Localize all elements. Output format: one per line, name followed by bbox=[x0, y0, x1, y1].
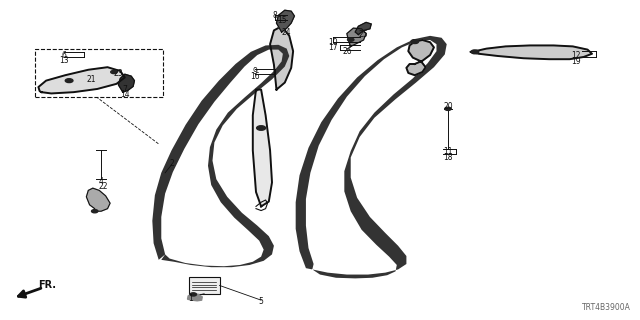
Polygon shape bbox=[470, 45, 592, 59]
Text: 9: 9 bbox=[252, 67, 257, 76]
Circle shape bbox=[190, 293, 196, 296]
Text: 19: 19 bbox=[571, 57, 581, 66]
Text: 15: 15 bbox=[276, 16, 287, 25]
Circle shape bbox=[111, 70, 117, 74]
Text: 17: 17 bbox=[328, 44, 338, 52]
Text: 12: 12 bbox=[572, 52, 580, 60]
Polygon shape bbox=[276, 10, 294, 32]
PathPatch shape bbox=[296, 36, 447, 278]
Circle shape bbox=[257, 126, 266, 130]
Text: 23: 23 bbox=[113, 69, 124, 78]
Text: 4: 4 bbox=[99, 177, 104, 186]
Text: 24: 24 bbox=[282, 28, 292, 37]
Text: 16: 16 bbox=[250, 72, 260, 81]
Text: 26: 26 bbox=[342, 47, 353, 56]
Circle shape bbox=[92, 210, 98, 213]
Polygon shape bbox=[118, 74, 134, 92]
Text: 6: 6 bbox=[61, 51, 67, 60]
Bar bbox=[35, 49, 163, 97]
Text: 20: 20 bbox=[443, 102, 453, 111]
Circle shape bbox=[471, 50, 479, 54]
Circle shape bbox=[65, 79, 73, 83]
Text: 7: 7 bbox=[122, 85, 127, 94]
Circle shape bbox=[445, 107, 451, 110]
Text: 5: 5 bbox=[259, 297, 264, 306]
Text: 11: 11 bbox=[444, 148, 452, 156]
Text: 18: 18 bbox=[444, 153, 452, 162]
Polygon shape bbox=[355, 22, 371, 35]
Text: 8: 8 bbox=[273, 11, 278, 20]
Polygon shape bbox=[270, 26, 293, 90]
Polygon shape bbox=[406, 40, 434, 75]
Polygon shape bbox=[347, 28, 366, 46]
Text: 2: 2 bbox=[169, 159, 174, 168]
Text: 13: 13 bbox=[59, 56, 69, 65]
Circle shape bbox=[348, 38, 354, 41]
Bar bbox=[189, 277, 220, 294]
Circle shape bbox=[411, 40, 419, 44]
Text: 3: 3 bbox=[345, 42, 350, 51]
Text: 1: 1 bbox=[188, 294, 193, 303]
Polygon shape bbox=[38, 67, 125, 93]
Text: FR.: FR. bbox=[38, 280, 56, 290]
Text: 25: 25 bbox=[358, 30, 368, 39]
Text: 21: 21 bbox=[87, 75, 96, 84]
Text: TRT4B3900A: TRT4B3900A bbox=[582, 303, 630, 312]
Polygon shape bbox=[86, 188, 110, 211]
Polygon shape bbox=[188, 294, 202, 301]
Text: 22: 22 bbox=[99, 182, 108, 191]
Text: 10: 10 bbox=[328, 38, 338, 47]
Polygon shape bbox=[253, 90, 272, 206]
PathPatch shape bbox=[152, 45, 289, 267]
Text: 14: 14 bbox=[120, 90, 130, 99]
Circle shape bbox=[412, 40, 418, 43]
